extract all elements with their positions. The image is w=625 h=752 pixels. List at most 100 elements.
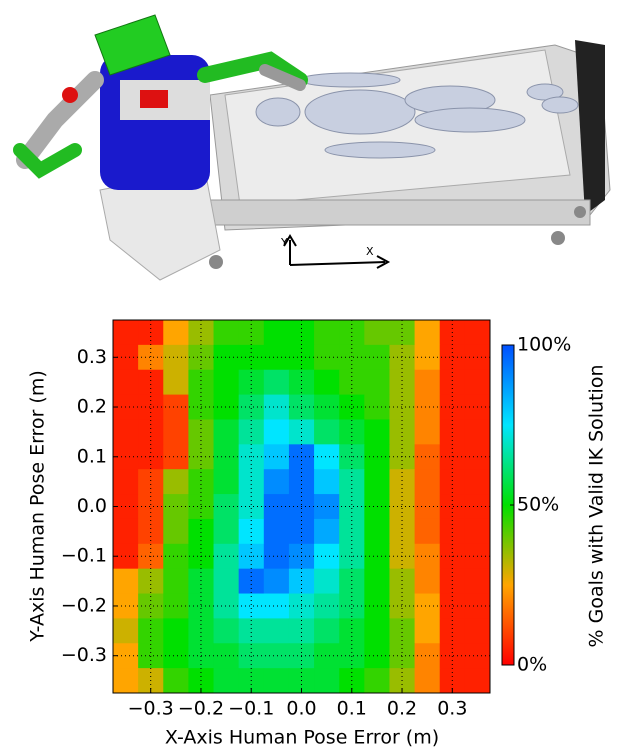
heat-cell	[465, 618, 491, 643]
heat-cell	[364, 320, 390, 345]
heat-cell	[389, 469, 415, 494]
heat-cell	[163, 618, 189, 643]
x-tick-label: 0.0	[286, 698, 316, 720]
heat-cell	[415, 494, 441, 519]
heat-cell	[415, 345, 441, 370]
heat-cell	[465, 569, 491, 594]
heat-cell	[465, 519, 491, 544]
heat-cell	[314, 320, 340, 345]
heat-cell	[314, 419, 340, 444]
heat-cell	[415, 370, 441, 395]
heat-cell	[339, 469, 365, 494]
heat-cell	[289, 618, 315, 643]
heat-cell	[364, 419, 390, 444]
heat-cell	[264, 569, 290, 594]
scene-y-label: Y	[280, 236, 288, 249]
heat-cell	[214, 370, 240, 395]
colorbar-label: % Goals with Valid IK Solution	[586, 365, 608, 648]
heat-cell	[364, 370, 390, 395]
heat-cell	[239, 594, 265, 619]
heat-cell	[415, 444, 441, 469]
heat-cell	[289, 469, 315, 494]
heatmap	[113, 320, 491, 694]
heat-cell	[314, 469, 340, 494]
heat-cell	[440, 618, 466, 643]
heat-cell	[314, 370, 340, 395]
heat-cell	[465, 370, 491, 395]
heat-cell	[214, 519, 240, 544]
x-tick-label: −0.3	[128, 698, 174, 720]
heat-cell	[138, 469, 164, 494]
colorbar-tick-label: 100%	[517, 334, 571, 356]
heat-cell	[364, 519, 390, 544]
x-tick-label: −0.1	[228, 698, 274, 720]
figure: Y X X-Axis Human Pose Error (m) Y-Axis H…	[0, 0, 625, 752]
y-tick-label: 0.3	[77, 346, 107, 368]
heat-cell	[239, 618, 265, 643]
heat-cell	[364, 469, 390, 494]
heat-cell	[415, 320, 441, 345]
heat-cell	[389, 618, 415, 643]
heat-cell	[264, 370, 290, 395]
colorbar-tick-label: 0%	[517, 654, 547, 676]
heat-cell	[188, 370, 214, 395]
heat-cell	[364, 618, 390, 643]
heat-cell	[415, 395, 441, 420]
y-tick-label: −0.3	[61, 644, 107, 666]
heat-cell	[465, 320, 491, 345]
heat-cell	[415, 668, 441, 693]
heat-cell	[264, 618, 290, 643]
heat-cell	[163, 419, 189, 444]
y-tick-label: 0.0	[77, 495, 107, 517]
heat-cell	[113, 569, 139, 594]
heat-cell	[214, 320, 240, 345]
heat-cell	[364, 569, 390, 594]
heat-cell	[264, 668, 290, 693]
heat-cell	[163, 370, 189, 395]
x-tick-label: 0.3	[437, 698, 467, 720]
heat-cell	[339, 618, 365, 643]
heat-cell	[239, 494, 265, 519]
heat-cell	[440, 370, 466, 395]
y-tick-label: 0.2	[77, 396, 107, 418]
y-axis-label: Y-Axis Human Pose Error (m)	[27, 370, 49, 643]
heat-cell	[415, 469, 441, 494]
heat-cell	[465, 668, 491, 693]
heat-cell	[465, 419, 491, 444]
heat-cell	[415, 569, 441, 594]
heat-cell	[339, 370, 365, 395]
colorbar-tick-label: 50%	[517, 494, 559, 516]
heat-cell	[138, 370, 164, 395]
scene-x-label: X	[366, 245, 374, 258]
heat-cell	[113, 320, 139, 345]
heat-cell	[440, 469, 466, 494]
y-tick-label: 0.1	[77, 445, 107, 467]
heat-cell	[188, 469, 214, 494]
robot-scene: Y X	[20, 15, 610, 280]
heat-cell	[389, 370, 415, 395]
y-tick-label: −0.2	[61, 594, 107, 616]
heat-cell	[113, 618, 139, 643]
heat-cell	[214, 469, 240, 494]
heat-cell	[188, 618, 214, 643]
heat-cell	[163, 569, 189, 594]
heat-cell	[113, 519, 139, 544]
heat-cell	[113, 668, 139, 693]
heat-cell	[163, 668, 189, 693]
x-tick-label: 0.1	[337, 698, 367, 720]
heat-cell	[214, 668, 240, 693]
heat-cell	[314, 519, 340, 544]
heat-cell	[415, 544, 441, 569]
heat-cell	[314, 668, 340, 693]
heat-cell	[339, 594, 365, 619]
heat-cell	[214, 618, 240, 643]
heat-cell	[264, 469, 290, 494]
heat-cell	[415, 643, 441, 668]
heat-cell	[314, 618, 340, 643]
heat-cell	[339, 494, 365, 519]
heat-cell	[113, 370, 139, 395]
heat-cell	[163, 469, 189, 494]
heat-cell	[415, 419, 441, 444]
heat-cell	[113, 419, 139, 444]
heat-cell	[289, 370, 315, 395]
